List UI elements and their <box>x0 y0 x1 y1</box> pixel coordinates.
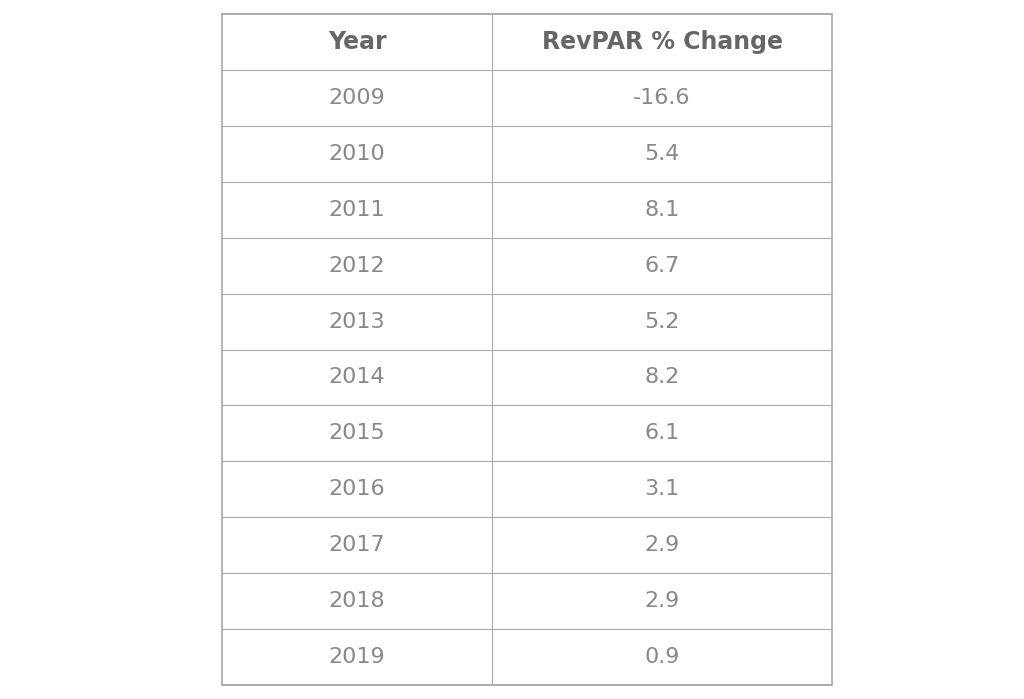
Text: 2015: 2015 <box>329 424 385 443</box>
Text: 2018: 2018 <box>329 591 385 611</box>
Text: 2.9: 2.9 <box>644 591 680 611</box>
Text: 6.1: 6.1 <box>644 424 680 443</box>
Text: 2009: 2009 <box>329 88 385 108</box>
Text: 2012: 2012 <box>329 256 385 275</box>
Text: 3.1: 3.1 <box>644 480 680 499</box>
Text: 5.2: 5.2 <box>644 312 680 331</box>
Text: 2016: 2016 <box>329 480 385 499</box>
Text: Year: Year <box>328 30 386 54</box>
Text: 5.4: 5.4 <box>644 144 680 164</box>
Text: 2010: 2010 <box>329 144 385 164</box>
Text: 2013: 2013 <box>329 312 385 331</box>
Text: 0.9: 0.9 <box>644 647 680 667</box>
Text: 8.2: 8.2 <box>644 368 680 387</box>
Text: 2017: 2017 <box>329 535 385 555</box>
Text: RevPAR % Change: RevPAR % Change <box>542 30 782 54</box>
Text: 2014: 2014 <box>329 368 385 387</box>
Text: 6.7: 6.7 <box>644 256 680 275</box>
Text: 8.1: 8.1 <box>644 200 680 219</box>
Text: 2.9: 2.9 <box>644 535 680 555</box>
Text: -16.6: -16.6 <box>633 88 691 108</box>
Bar <box>222 14 831 685</box>
Text: 2019: 2019 <box>329 647 385 667</box>
Text: 2011: 2011 <box>329 200 385 219</box>
